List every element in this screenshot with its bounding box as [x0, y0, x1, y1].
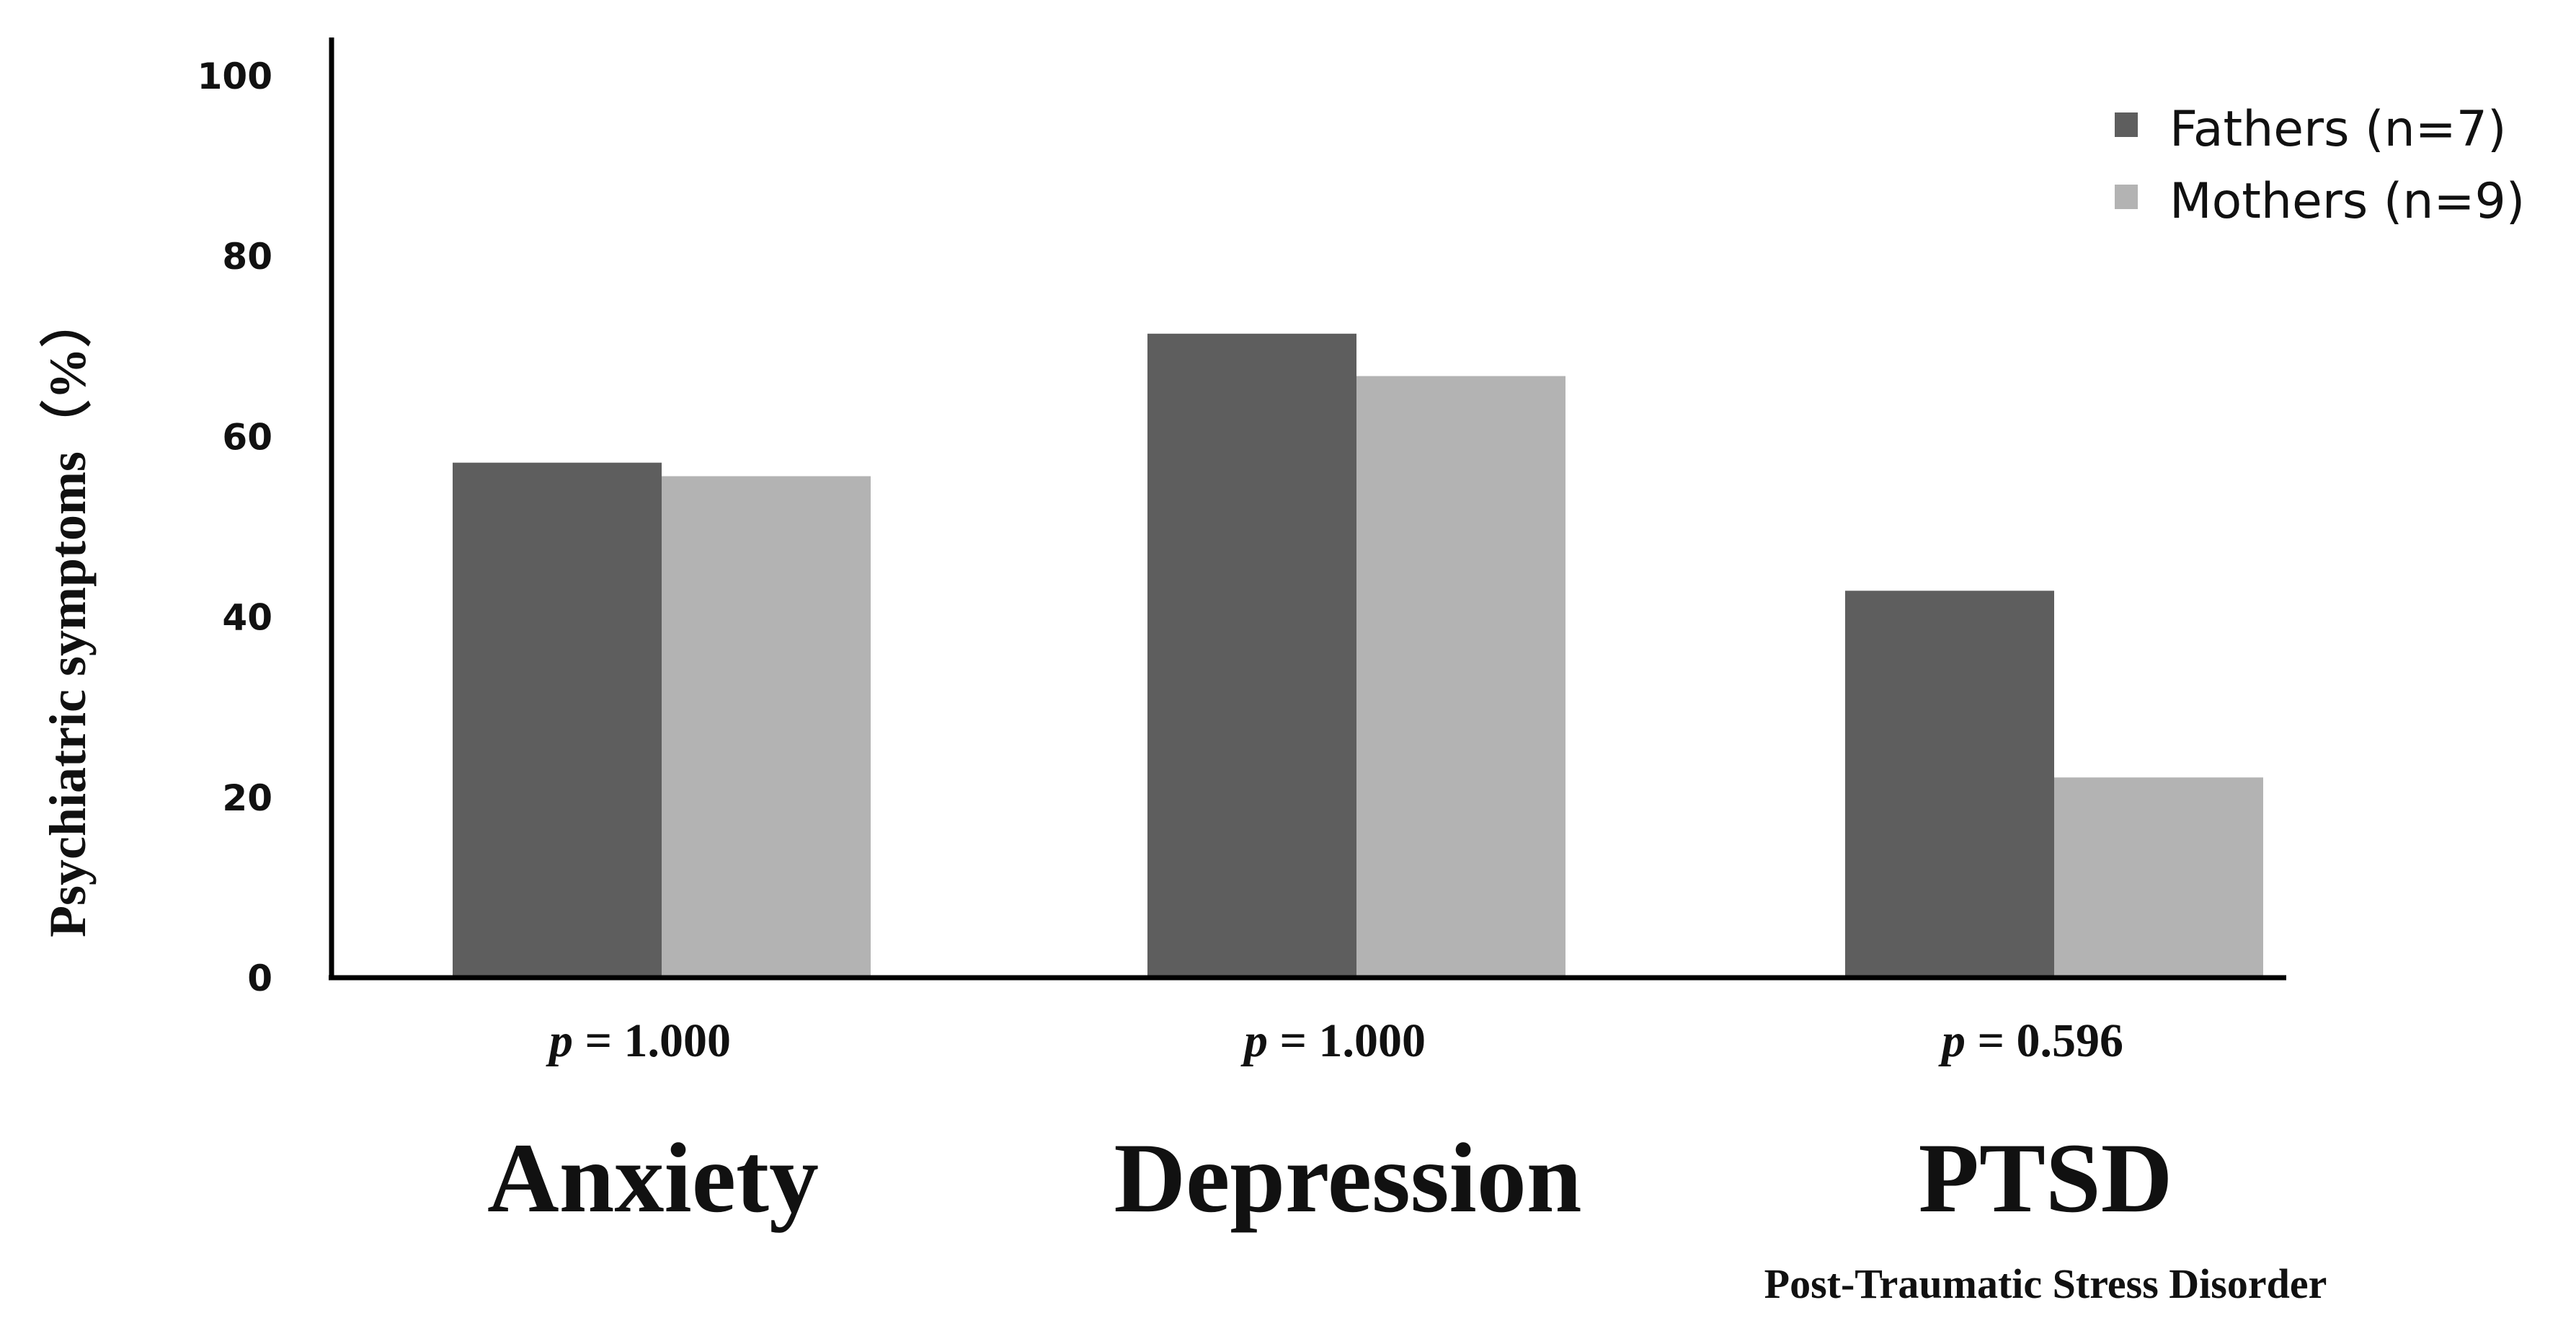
bar-ptsd-fathers [1845, 591, 2054, 978]
legend-swatch-mothers [2115, 185, 2138, 209]
legend: Fathers (n=7) Mothers (n=9) [2115, 101, 2525, 230]
y-tick-label-20: 20 [222, 777, 272, 819]
y-tick-label-100: 100 [197, 56, 272, 97]
y-tick-label-40: 40 [222, 597, 272, 639]
y-tick-label-0: 0 [247, 958, 272, 999]
y-tick-labels: 0 20 40 60 80 100 [197, 56, 272, 999]
bars-group [453, 333, 2263, 978]
bar-anxiety-mothers [662, 476, 871, 978]
p-value-ptsd: p = 0.596 [1938, 1014, 2123, 1067]
category-label-depression: Depression [1114, 1123, 1581, 1233]
p-values: p = 1.000 p = 1.000 p = 0.596 [546, 1014, 2123, 1067]
p-value-anxiety: p = 1.000 [546, 1014, 731, 1067]
bar-ptsd-mothers [2054, 777, 2263, 978]
bar-anxiety-fathers [453, 462, 662, 978]
y-tick-label-60: 60 [222, 416, 272, 458]
p-value-depression: p = 1.000 [1240, 1014, 1426, 1067]
bar-depression-mothers [1356, 376, 1565, 978]
legend-swatch-fathers [2115, 112, 2138, 137]
axes-group [329, 37, 2286, 981]
category-label-ptsd: PTSD [1919, 1123, 2173, 1233]
category-label-anxiety: Anxiety [487, 1123, 819, 1233]
bar-depression-fathers [1147, 333, 1356, 978]
category-labels: Anxiety Depression PTSD Post-Traumatic Stre… [487, 1123, 2327, 1307]
y-axis-title: Psychiatric symptoms（%） [39, 296, 97, 937]
legend-label-mothers: Mothers (n=9) [2169, 173, 2525, 230]
legend-label-fathers: Fathers (n=7) [2169, 101, 2507, 158]
y-tick-label-80: 80 [222, 236, 272, 278]
category-sublabel-ptsd: Post-Traumatic Stress Disorder [1764, 1260, 2327, 1307]
